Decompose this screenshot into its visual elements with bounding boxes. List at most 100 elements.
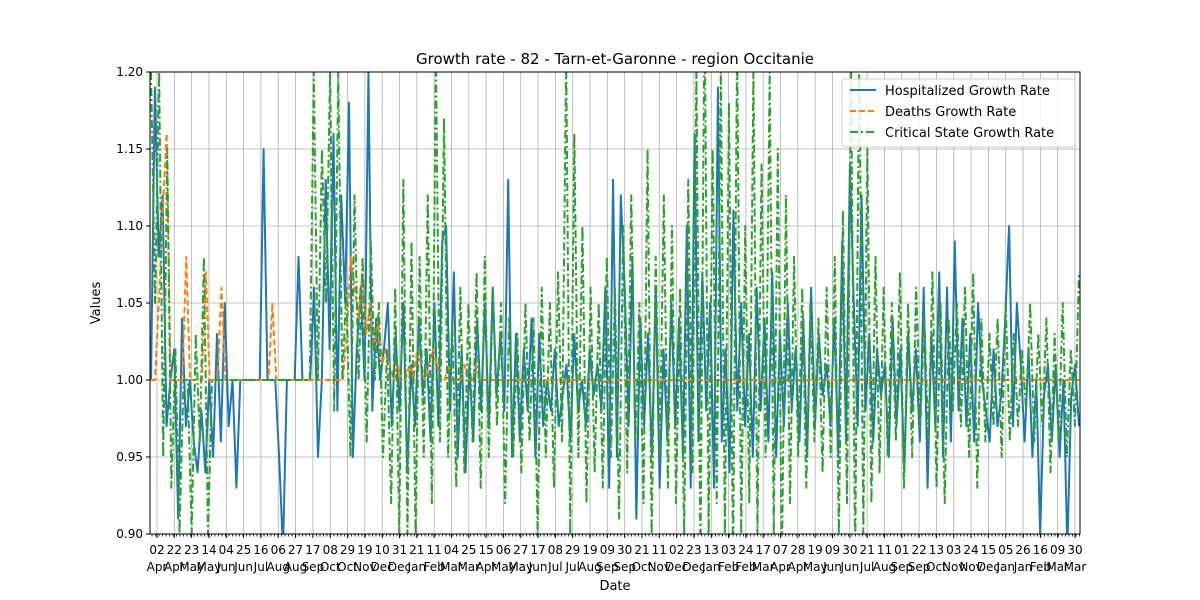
series-layer bbox=[150, 72, 1080, 534]
x-tick-day: 22 bbox=[911, 543, 926, 557]
x-tick-month: Jul bbox=[547, 560, 562, 574]
x-tick-month: May bbox=[491, 560, 516, 574]
legend-label-deaths: Deaths Growth Rate bbox=[885, 105, 1016, 120]
x-tick-day: 13 bbox=[929, 543, 944, 557]
x-tick-month: Dec bbox=[665, 560, 688, 574]
x-tick-day: 25 bbox=[236, 543, 251, 557]
x-tick-day: 11 bbox=[426, 543, 441, 557]
x-tick-day: 01 bbox=[894, 543, 909, 557]
x-tick-month: Feb bbox=[735, 560, 756, 574]
x-tick-day: 27 bbox=[513, 543, 528, 557]
x-tick-day: 28 bbox=[790, 543, 805, 557]
x-tick-month: Apr bbox=[164, 560, 185, 574]
x-tick-month: Oct bbox=[337, 560, 358, 574]
x-tick-day: 21 bbox=[860, 543, 875, 557]
y-tick-label: 1.15 bbox=[116, 142, 143, 156]
y-tick-label: 1.20 bbox=[116, 65, 143, 79]
x-tick-day: 25 bbox=[461, 543, 476, 557]
x-tick-month: Jun bbox=[822, 560, 842, 574]
chart-title: Growth rate - 82 - Tarn-et-Garonne - reg… bbox=[416, 50, 814, 68]
x-tick-day: 17 bbox=[756, 543, 771, 557]
x-tick-month: Nov bbox=[942, 560, 965, 574]
x-tick-month: Mar bbox=[440, 560, 463, 574]
x-tick-day: 23 bbox=[184, 543, 199, 557]
x-tick-month: Aug bbox=[284, 560, 307, 574]
x-tick-month: Jun bbox=[216, 560, 236, 574]
x-tick-day: 09 bbox=[1050, 543, 1065, 557]
x-tick-day: 06 bbox=[271, 543, 286, 557]
x-tick-day: 02 bbox=[149, 543, 164, 557]
x-tick-month: Jul bbox=[564, 560, 579, 574]
x-tick-day: 17 bbox=[530, 543, 545, 557]
x-axis: 02Apr22Apr23May14May04Jun25Jun16Jul06Aug… bbox=[147, 534, 1087, 574]
x-tick-day: 15 bbox=[478, 543, 493, 557]
x-tick-day: 15 bbox=[981, 543, 996, 557]
x-tick-day: 09 bbox=[600, 543, 615, 557]
x-tick-month: Mar bbox=[1064, 560, 1087, 574]
legend-label-critical: Critical State Growth Rate bbox=[885, 126, 1054, 141]
x-tick-day: 24 bbox=[738, 543, 753, 557]
x-tick-day: 10 bbox=[375, 543, 390, 557]
x-tick-month: Jun bbox=[839, 560, 859, 574]
y-axis-label: Values bbox=[89, 282, 104, 325]
x-tick-day: 17 bbox=[305, 543, 320, 557]
y-tick-label: 0.90 bbox=[116, 527, 143, 541]
x-tick-day: 24 bbox=[963, 543, 978, 557]
x-tick-month: Mar bbox=[752, 560, 775, 574]
x-tick-day: 19 bbox=[808, 543, 823, 557]
x-tick-day: 03 bbox=[946, 543, 961, 557]
x-tick-month: Jun bbox=[528, 560, 548, 574]
x-tick-month: Dec bbox=[977, 560, 1000, 574]
series-line-deaths-growth-rate bbox=[151, 132, 1079, 381]
y-tick-label: 1.05 bbox=[116, 296, 143, 310]
x-tick-month: Sep bbox=[596, 560, 619, 574]
x-tick-month: May bbox=[179, 560, 204, 574]
x-tick-day: 08 bbox=[548, 543, 563, 557]
y-axis: 0.90 0.95 1.00 1.05 1.10 1.15 1.20 bbox=[116, 65, 150, 541]
x-tick-day: 11 bbox=[652, 543, 667, 557]
y-tick-label: 1.10 bbox=[116, 219, 143, 233]
x-tick-month: Jan bbox=[995, 560, 1015, 574]
x-tick-month: Nov bbox=[353, 560, 376, 574]
x-tick-day: 06 bbox=[496, 543, 511, 557]
legend: Hospitalized Growth Rate Deaths Growth R… bbox=[841, 78, 1076, 148]
x-tick-day: 19 bbox=[357, 543, 372, 557]
x-tick-day: 14 bbox=[201, 543, 216, 557]
x-tick-month: Sep bbox=[908, 560, 931, 574]
x-tick-day: 29 bbox=[565, 543, 580, 557]
x-axis-label: Date bbox=[599, 579, 630, 594]
x-tick-month: Feb bbox=[424, 560, 445, 574]
x-tick-day: 23 bbox=[686, 543, 701, 557]
x-tick-month: Apr bbox=[147, 560, 168, 574]
x-tick-month: Apr bbox=[476, 560, 497, 574]
x-tick-day: 30 bbox=[842, 543, 857, 557]
y-tick-label: 1.00 bbox=[116, 373, 143, 387]
x-tick-month: Oct bbox=[632, 560, 653, 574]
x-tick-month: Aug bbox=[578, 560, 601, 574]
x-tick-day: 31 bbox=[392, 543, 407, 557]
x-tick-month: Jun bbox=[233, 560, 253, 574]
x-tick-day: 30 bbox=[617, 543, 632, 557]
x-tick-day: 11 bbox=[877, 543, 892, 557]
x-tick-day: 02 bbox=[669, 543, 684, 557]
x-tick-month: May bbox=[197, 560, 222, 574]
x-tick-day: 19 bbox=[582, 543, 597, 557]
x-tick-day: 26 bbox=[1015, 543, 1030, 557]
x-tick-month: Jul bbox=[253, 560, 268, 574]
x-tick-day: 07 bbox=[773, 543, 788, 557]
x-tick-day: 30 bbox=[1067, 543, 1082, 557]
x-tick-day: 04 bbox=[444, 543, 459, 557]
x-tick-month: Apr bbox=[787, 560, 808, 574]
x-tick-month: May bbox=[508, 560, 533, 574]
x-tick-day: 22 bbox=[167, 543, 182, 557]
x-tick-day: 21 bbox=[634, 543, 649, 557]
x-tick-month: Oct bbox=[926, 560, 947, 574]
x-tick-month: Aug bbox=[873, 560, 896, 574]
x-tick-month: Feb bbox=[1030, 560, 1051, 574]
y-tick-label: 0.95 bbox=[116, 450, 143, 464]
x-tick-month: Dec bbox=[388, 560, 411, 574]
x-tick-day: 03 bbox=[721, 543, 736, 557]
x-tick-month: Jul bbox=[859, 560, 874, 574]
